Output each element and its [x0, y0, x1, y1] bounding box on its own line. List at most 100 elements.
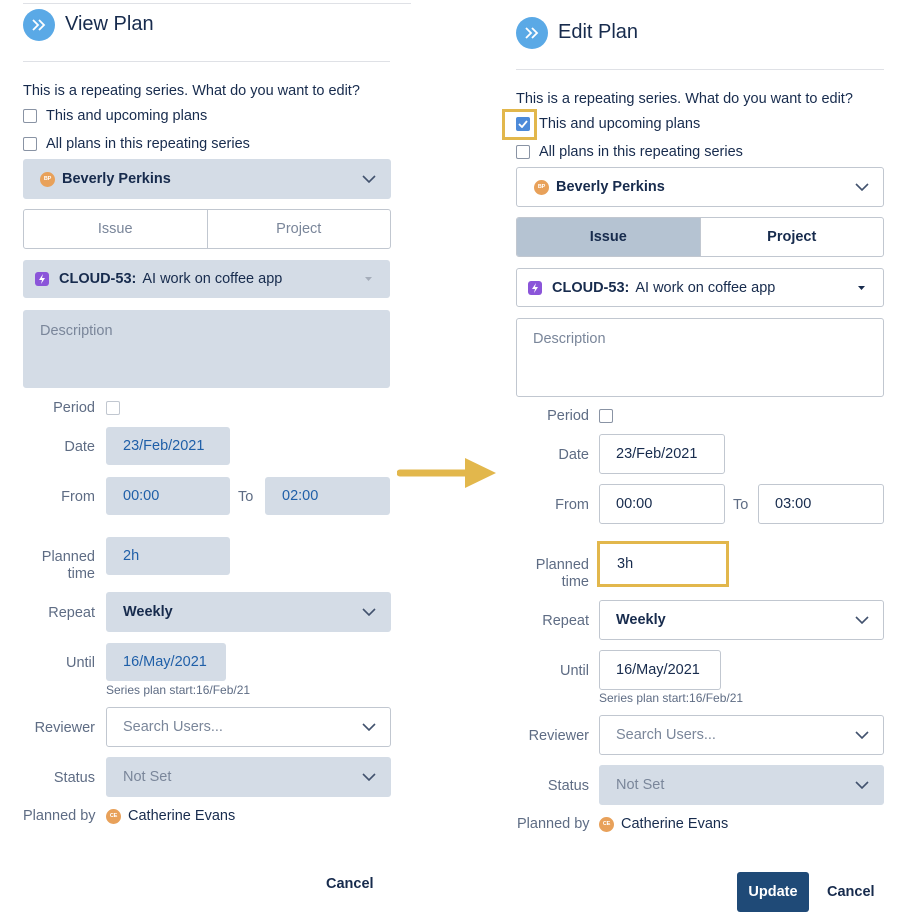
series-start-note: Series plan start:16/Feb/21 — [106, 683, 251, 697]
planned-time-label-line1: Planned — [41, 549, 95, 565]
chevron-down-icon — [362, 175, 376, 183]
period-checkbox[interactable] — [106, 401, 120, 415]
date-field[interactable]: 23/Feb/2021 — [599, 434, 725, 474]
all-label: All plans in this repeating series — [46, 136, 250, 152]
planner: CE Catherine Evans — [599, 816, 728, 832]
upcoming-checkbox[interactable] — [23, 109, 37, 123]
issue-project-toggle: Issue Project — [516, 217, 884, 257]
to-label: To — [238, 489, 254, 505]
option-all[interactable]: All plans in this repeating series — [23, 136, 250, 152]
tab-divider — [699, 218, 701, 256]
issue-project-toggle: Issue Project — [23, 209, 391, 249]
planned-time-label-line1: Planned — [535, 557, 589, 573]
until-label: Until — [559, 663, 589, 679]
assignee-select[interactable]: BP Beverly Perkins — [23, 159, 391, 199]
caret-down-icon — [858, 286, 865, 290]
page-title: Edit Plan — [558, 21, 639, 43]
chevron-down-icon — [855, 183, 869, 191]
double-chevron-right-icon — [23, 9, 55, 41]
reviewer-select[interactable]: Search Users... — [106, 707, 391, 747]
header-divider — [516, 69, 884, 70]
all-checkbox[interactable] — [23, 137, 37, 151]
chevron-down-icon — [362, 723, 376, 731]
description-field[interactable]: Description — [516, 318, 884, 397]
status-label: Status — [53, 770, 95, 786]
tab-project[interactable]: Project — [767, 229, 817, 245]
issue-key: CLOUD-53: — [552, 279, 630, 296]
avatar: BP — [40, 171, 55, 187]
option-all[interactable]: All plans in this repeating series — [516, 144, 743, 160]
planned-time-label-line2: time — [67, 566, 95, 582]
status-select[interactable]: Not Set — [599, 765, 884, 805]
tab-divider — [206, 210, 208, 248]
double-chevron-right-icon — [516, 17, 548, 49]
check-icon — [518, 120, 528, 128]
planned-time-field[interactable]: 3h — [600, 544, 724, 584]
cancel-button[interactable]: Cancel — [326, 876, 374, 892]
series-start-note: Series plan start:16/Feb/21 — [599, 691, 744, 705]
avatar: CE — [599, 816, 614, 832]
option-upcoming[interactable]: This and upcoming plans — [23, 108, 207, 124]
reviewer-select[interactable]: Search Users... — [599, 715, 884, 755]
tab-issue[interactable]: Issue — [97, 221, 133, 237]
description-field[interactable]: Description — [23, 310, 390, 388]
from-field[interactable]: 00:00 — [106, 477, 230, 515]
chevron-down-icon — [362, 773, 376, 781]
assignee-name: Beverly Perkins — [556, 179, 665, 195]
date-label: Date — [64, 439, 95, 455]
page-title: View Plan — [65, 13, 154, 35]
lightning-icon — [35, 272, 49, 286]
upcoming-checkbox[interactable] — [516, 117, 530, 131]
all-checkbox[interactable] — [516, 145, 530, 159]
tab-issue[interactable]: Issue — [517, 218, 700, 256]
caret-down-icon — [365, 277, 372, 281]
repeat-value: Weekly — [616, 612, 666, 628]
repeat-label: Repeat — [48, 605, 95, 621]
issue-key: CLOUD-53: — [59, 271, 137, 287]
description-placeholder: Description — [533, 331, 606, 347]
planned-time-label: Planned time — [516, 557, 589, 591]
option-upcoming[interactable]: This and upcoming plans — [516, 116, 700, 132]
avatar: BP — [534, 179, 549, 195]
repeat-question: This is a repeating series. What do you … — [23, 83, 360, 99]
repeat-question: This is a repeating series. What do you … — [516, 91, 853, 107]
reviewer-label: Reviewer — [528, 728, 589, 744]
lightning-icon — [528, 280, 542, 295]
planned-by-label: Planned by — [23, 808, 96, 824]
upcoming-label: This and upcoming plans — [539, 116, 701, 132]
chevron-down-icon — [855, 731, 869, 739]
planner-name: Catherine Evans — [128, 808, 236, 824]
reviewer-label: Reviewer — [34, 720, 95, 736]
to-field[interactable]: 03:00 — [758, 484, 884, 524]
reviewer-placeholder: Search Users... — [616, 727, 716, 743]
period-label: Period — [53, 400, 95, 416]
date-field[interactable]: 23/Feb/2021 — [106, 427, 230, 465]
repeat-select[interactable]: Weekly — [106, 592, 391, 632]
from-field[interactable]: 00:00 — [599, 484, 725, 524]
upcoming-label: This and upcoming plans — [46, 108, 208, 124]
planned-time-field[interactable]: 2h — [106, 537, 230, 575]
assignee-select[interactable]: BP Beverly Perkins — [516, 167, 884, 207]
planned-time-highlight — [597, 541, 729, 587]
cancel-button[interactable]: Cancel — [827, 884, 875, 900]
repeat-label: Repeat — [542, 613, 589, 629]
repeat-value: Weekly — [123, 604, 173, 620]
chevron-down-icon — [362, 608, 376, 616]
right-arrow-icon — [397, 458, 496, 488]
status-select[interactable]: Not Set — [106, 757, 391, 797]
repeat-select[interactable]: Weekly — [599, 600, 884, 640]
until-field[interactable]: 16/May/2021 — [106, 643, 226, 681]
to-label: To — [733, 497, 749, 513]
to-field[interactable]: 02:00 — [265, 477, 390, 515]
until-label: Until — [65, 655, 95, 671]
from-label: From — [555, 497, 589, 513]
planned-by-label: Planned by — [517, 816, 590, 832]
from-label: From — [61, 489, 95, 505]
period-checkbox[interactable] — [599, 409, 613, 423]
until-field[interactable]: 16/May/2021 — [599, 650, 721, 690]
period-label: Period — [547, 408, 589, 424]
issue-select[interactable]: CLOUD-53: AI work on coffee app — [23, 260, 390, 298]
update-button[interactable]: Update — [737, 872, 809, 912]
tab-project[interactable]: Project — [276, 221, 322, 237]
issue-select[interactable]: CLOUD-53: AI work on coffee app — [516, 268, 884, 307]
